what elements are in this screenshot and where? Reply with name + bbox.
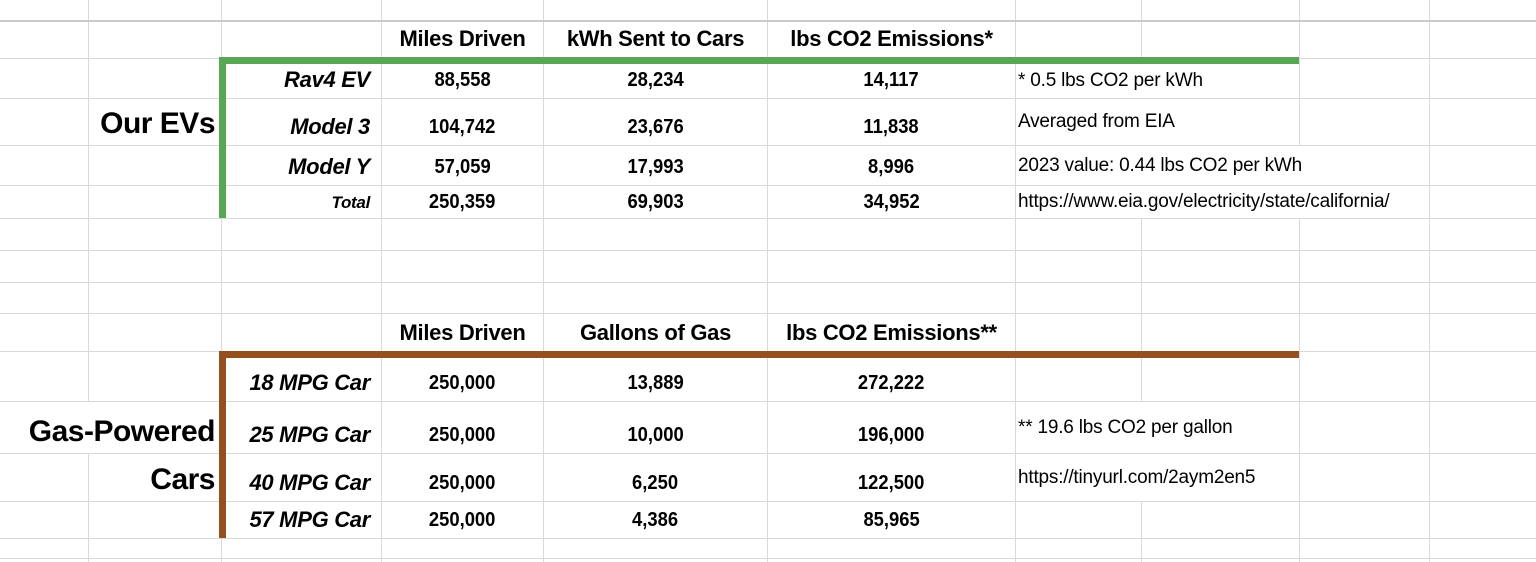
cell-value: 272,222 <box>858 372 925 394</box>
gas-25mpg-co2-cell[interactable]: 196,000 <box>768 402 1015 453</box>
horizontal-gridline <box>0 20 1536 22</box>
gas-header-co2[interactable]: lbs CO2 Emissions** <box>786 319 997 345</box>
cell-value: 8,996 <box>868 156 915 178</box>
cell-value: 250,000 <box>429 472 496 494</box>
gas-group-label-line1[interactable]: Gas-Powered <box>2 402 218 453</box>
gas-25mpg-gallons-cell[interactable]: 10,000 <box>544 402 767 453</box>
horizontal-gridline <box>0 401 1536 402</box>
vertical-gridline <box>1015 0 1016 562</box>
ev-modely-miles-cell[interactable]: 57,059 <box>382 146 543 185</box>
ev-row-label-model3[interactable]: Model 3 <box>290 113 370 139</box>
gas-40mpg-co2-cell[interactable]: 122,500 <box>768 454 1015 501</box>
cell-value: 250,000 <box>429 424 496 446</box>
gas-40mpg-gallons-cell[interactable]: 6,250 <box>544 454 767 501</box>
ev-rav4-kwh-cell[interactable]: 28,234 <box>544 63 767 98</box>
cell-value: 6,250 <box>632 472 679 494</box>
cell-value: 85,965 <box>863 509 920 531</box>
gas-18mpg-miles-cell[interactable]: 250,000 <box>382 357 543 401</box>
cell-value: 10,000 <box>627 424 684 446</box>
vertical-gridline <box>1299 0 1300 562</box>
ev-note-2023-value[interactable]: 2023 value: 0.44 lbs CO2 per kWh <box>1016 146 1311 185</box>
cell-value: 4,386 <box>632 509 679 531</box>
ev-total-miles-cell[interactable]: 250,359 <box>382 186 543 218</box>
ev-header-kwh-sent[interactable]: kWh Sent to Cars <box>566 25 745 51</box>
ev-modely-co2-cell[interactable]: 8,996 <box>768 146 1015 185</box>
gas-18mpg-co2-cell[interactable]: 272,222 <box>768 357 1015 401</box>
gas-group-label-line2[interactable]: Cars <box>150 462 215 496</box>
vertical-gridline <box>221 0 222 562</box>
vertical-gridline <box>381 0 382 562</box>
ev-group-label[interactable]: Our EVs <box>100 106 215 140</box>
cell-value: 13,889 <box>627 372 684 394</box>
gas-header-miles-driven[interactable]: Miles Driven <box>399 319 526 345</box>
ev-row-label-rav4[interactable]: Rav4 EV <box>284 66 370 92</box>
ev-table-top-border <box>219 57 1299 64</box>
cell-value: 23,676 <box>627 116 684 138</box>
gas-table-left-border <box>219 351 226 538</box>
ev-total-co2-cell[interactable]: 34,952 <box>768 186 1015 218</box>
gas-18mpg-gallons-cell[interactable]: 13,889 <box>544 357 767 401</box>
ev-note-averaged[interactable]: Averaged from EIA <box>1016 99 1183 145</box>
horizontal-gridline <box>0 313 1536 314</box>
ev-rav4-miles-cell[interactable]: 88,558 <box>382 63 543 98</box>
ev-model3-miles-cell[interactable]: 104,742 <box>382 99 543 145</box>
gas-header-gallons[interactable]: Gallons of Gas <box>579 319 732 345</box>
gas-note-co2-per-gallon[interactable]: ** 19.6 lbs CO2 per gallon <box>1016 402 1241 453</box>
cell-value: 17,993 <box>627 156 684 178</box>
gas-40mpg-miles-cell[interactable]: 250,000 <box>382 454 543 501</box>
cell-value: 250,000 <box>429 372 496 394</box>
gas-row-label-57mpg[interactable]: 57 MPG Car <box>249 506 371 532</box>
gas-table-top-border <box>219 351 1299 358</box>
cell-value: 57,059 <box>434 156 491 178</box>
ev-row-label-modely[interactable]: Model Y <box>288 153 370 179</box>
cell-value: 250,359 <box>429 191 496 213</box>
horizontal-gridline <box>0 282 1536 283</box>
gas-57mpg-gallons-cell[interactable]: 4,386 <box>544 502 767 538</box>
ev-model3-kwh-cell[interactable]: 23,676 <box>544 99 767 145</box>
gas-25mpg-miles-cell[interactable]: 250,000 <box>382 402 543 453</box>
gas-row-label-25mpg[interactable]: 25 MPG Car <box>249 421 371 447</box>
horizontal-gridline <box>0 218 1536 219</box>
ev-total-kwh-cell[interactable]: 69,903 <box>544 186 767 218</box>
vertical-gridline <box>543 0 544 562</box>
horizontal-gridline <box>0 501 1536 502</box>
vertical-gridline <box>1429 0 1430 562</box>
cell-value: 88,558 <box>434 69 491 91</box>
gas-57mpg-miles-cell[interactable]: 250,000 <box>382 502 543 538</box>
ev-table-left-border <box>219 57 226 218</box>
gas-57mpg-co2-cell[interactable]: 85,965 <box>768 502 1015 538</box>
ev-model3-co2-cell[interactable]: 11,838 <box>768 99 1015 145</box>
cell-value: 69,903 <box>627 191 684 213</box>
horizontal-gridline <box>0 185 1536 186</box>
vertical-gridline <box>767 0 768 562</box>
horizontal-gridline <box>0 145 1536 146</box>
vertical-gridline <box>1141 0 1142 562</box>
ev-note-eia-url[interactable]: https://www.eia.gov/electricity/state/ca… <box>1016 186 1398 218</box>
cell-value: 14,117 <box>863 69 920 91</box>
ev-modely-kwh-cell[interactable]: 17,993 <box>544 146 767 185</box>
cell-value: 28,234 <box>627 69 684 91</box>
gas-note-tinyurl[interactable]: https://tinyurl.com/2aym2en5 <box>1016 454 1264 501</box>
gas-row-label-40mpg[interactable]: 40 MPG Car <box>249 469 371 495</box>
cell-value: 104,742 <box>429 116 496 138</box>
horizontal-gridline <box>0 558 1536 559</box>
cell-value: 250,000 <box>429 509 496 531</box>
gas-row-label-18mpg[interactable]: 18 MPG Car <box>249 369 371 395</box>
horizontal-gridline <box>0 98 1536 99</box>
cell-value: 34,952 <box>863 191 920 213</box>
horizontal-gridline <box>0 250 1536 251</box>
cell-value: 122,500 <box>858 472 925 494</box>
vertical-gridline <box>88 0 89 562</box>
cell-value: 11,838 <box>863 116 920 138</box>
ev-note-co2-per-kwh[interactable]: * 0.5 lbs CO2 per kWh <box>1016 63 1211 98</box>
cell-value: 196,000 <box>858 424 925 446</box>
horizontal-gridline <box>0 538 1536 539</box>
ev-header-co2[interactable]: lbs CO2 Emissions* <box>790 25 993 51</box>
ev-header-miles-driven[interactable]: Miles Driven <box>399 25 526 51</box>
ev-rav4-co2-cell[interactable]: 14,117 <box>768 63 1015 98</box>
horizontal-gridline <box>0 453 1536 454</box>
ev-row-label-total[interactable]: Total <box>331 193 371 213</box>
